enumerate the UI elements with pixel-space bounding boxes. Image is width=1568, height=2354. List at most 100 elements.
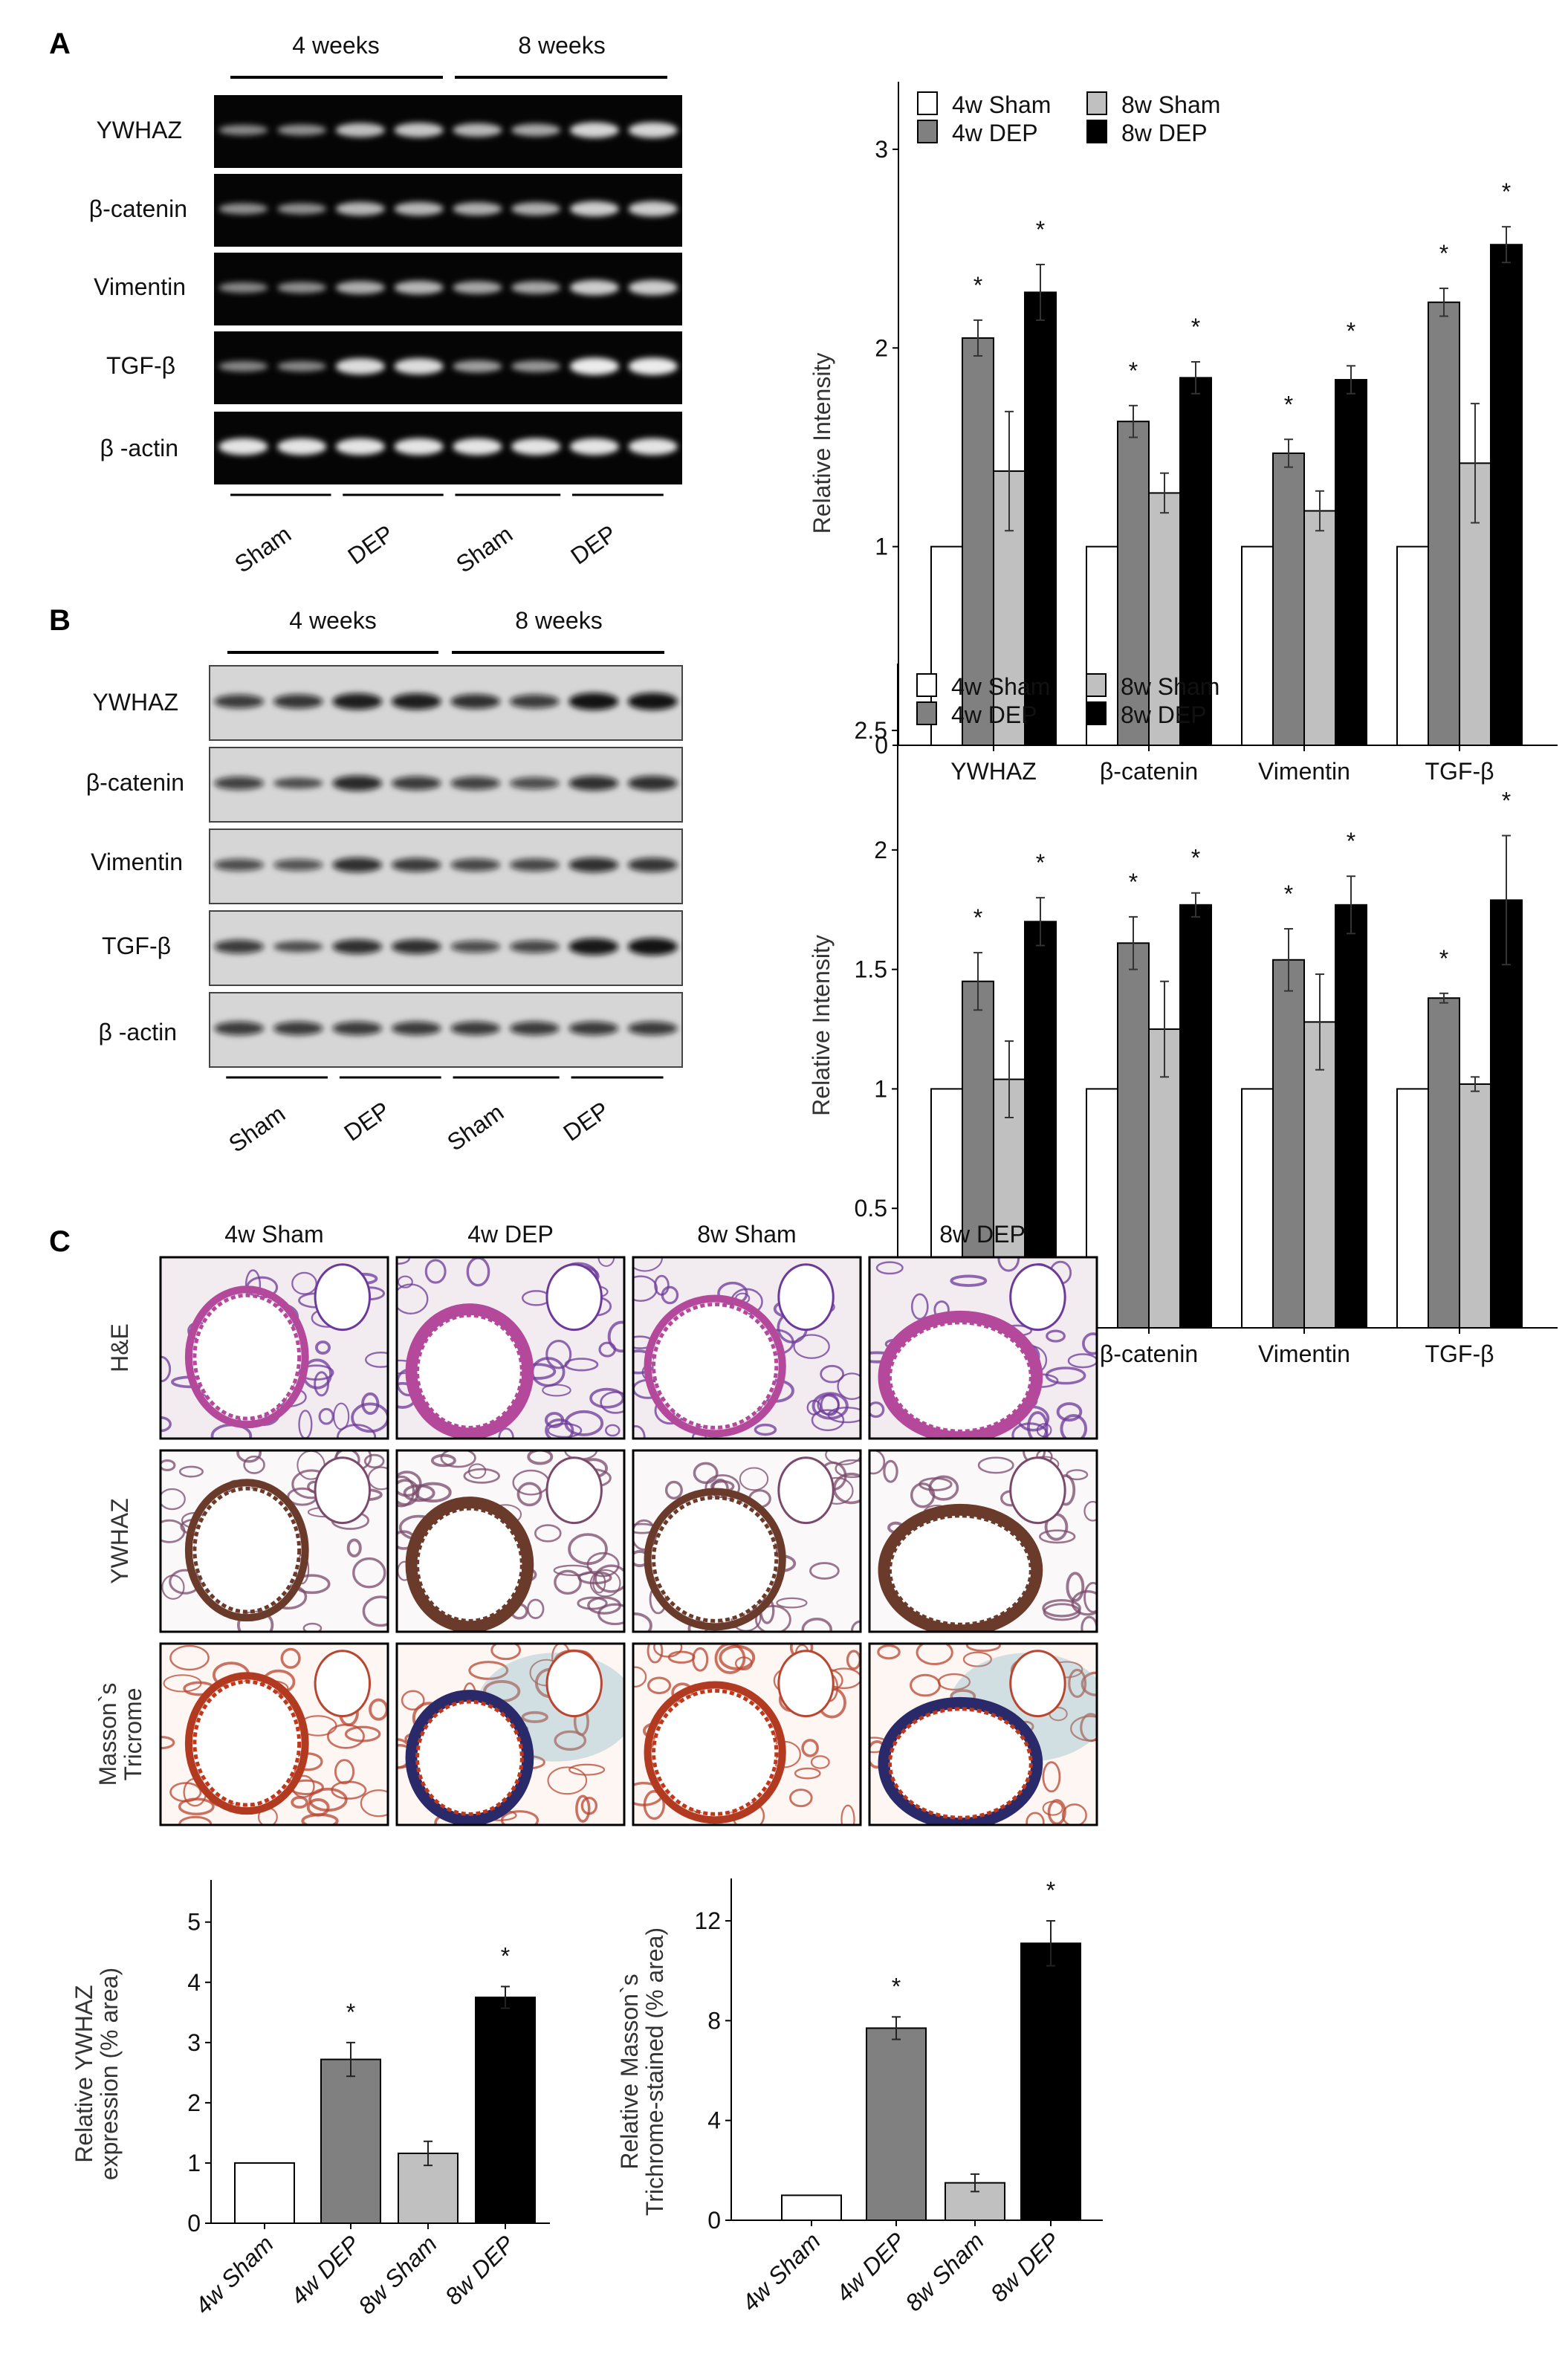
- x-tick-label: 4w Sham: [736, 2227, 826, 2316]
- gel-band: [391, 776, 441, 791]
- alveolus: [633, 1666, 647, 1687]
- airway-lumen: [192, 1486, 302, 1614]
- bar: [1335, 379, 1367, 746]
- histology-frame: [868, 1449, 1098, 1633]
- y-tick-label: 1.5: [855, 956, 887, 983]
- gel-band: [568, 776, 619, 791]
- histology-frame: [632, 1256, 862, 1440]
- vessel: [1009, 1263, 1066, 1332]
- gel-band: [453, 123, 502, 137]
- airway-lumen: [888, 1320, 1033, 1433]
- alveolus: [545, 1339, 572, 1369]
- gel-band: [450, 694, 501, 709]
- alveolus: [776, 1597, 808, 1609]
- gel-band: [453, 202, 502, 215]
- significance-marker: *: [1439, 945, 1448, 972]
- alveolus: [810, 1755, 830, 1769]
- alveolus: [161, 1459, 176, 1471]
- gel-band: [273, 777, 323, 789]
- histology-row-label: YWHAZ: [106, 1498, 133, 1584]
- bar: [1241, 1088, 1274, 1329]
- alveolus: [547, 1422, 583, 1439]
- gel-band: [335, 438, 385, 455]
- histology-frame: [868, 1256, 1098, 1440]
- airway-lumen: [415, 1699, 524, 1816]
- vessel: [777, 1650, 835, 1718]
- alveolus: [877, 1644, 901, 1660]
- alveolus: [1047, 1799, 1066, 1825]
- y-axis-label: Relative Intensity: [808, 935, 835, 1116]
- alveolus: [351, 1402, 388, 1433]
- gel-band: [509, 694, 560, 709]
- alveolus: [789, 1789, 813, 1808]
- y-axis-label: Relative YWHAZ: [71, 1985, 97, 2162]
- alveolus: [840, 1804, 855, 1825]
- gel-a-row-label: β-catenin: [89, 195, 187, 222]
- alveolus: [169, 1782, 202, 1803]
- significance-marker: *: [501, 1942, 510, 1969]
- alveolus: [825, 1450, 861, 1465]
- airway-wall: [184, 1479, 309, 1622]
- x-tick-label: 8w Sham: [900, 2227, 989, 2316]
- alveolus: [647, 1644, 664, 1664]
- bar: [1459, 1083, 1491, 1329]
- significance-marker: *: [1036, 216, 1045, 243]
- alveolus: [526, 1598, 545, 1619]
- vessel: [1009, 1650, 1066, 1718]
- y-tick-label: 0.5: [855, 1195, 887, 1222]
- alveolus: [1080, 1713, 1097, 1742]
- gel-band: [628, 438, 678, 455]
- alveolus: [575, 1794, 591, 1823]
- y-tick-label: 2: [187, 2089, 201, 2116]
- y-tick-label: 1: [187, 2150, 201, 2176]
- alveolus: [302, 1622, 323, 1632]
- significance-marker: *: [1439, 240, 1448, 267]
- histology-frame: [159, 1256, 389, 1440]
- alveolus: [869, 1401, 885, 1418]
- alveolus: [739, 1467, 769, 1491]
- gel-band: [335, 123, 385, 137]
- alveolus: [534, 1524, 562, 1543]
- alveolus: [1082, 1332, 1097, 1355]
- gel-band: [509, 776, 560, 790]
- bar: [1272, 959, 1305, 1329]
- gel-band: [453, 438, 502, 455]
- alveolus: [547, 1766, 588, 1795]
- gel-b-group-label: Sham: [224, 1100, 290, 1157]
- alveolus: [928, 1475, 959, 1501]
- y-tick-label: 0: [187, 2210, 201, 2237]
- bar: [1303, 510, 1336, 746]
- bar: [1428, 301, 1460, 746]
- gel-band: [453, 360, 502, 373]
- alveolus: [169, 1569, 201, 1595]
- legend-swatch: [917, 91, 938, 115]
- vessel: [545, 1650, 603, 1718]
- alveolus: [430, 1453, 456, 1468]
- significance-marker: *: [1502, 178, 1511, 205]
- alveolus: [468, 1661, 509, 1680]
- gel-band: [627, 776, 678, 791]
- airway-wall: [405, 1690, 534, 1825]
- alveolus: [811, 1409, 845, 1432]
- histology-image: [161, 1450, 388, 1632]
- legend-label: 8w DEP: [1121, 701, 1207, 728]
- gel-band: [273, 859, 323, 871]
- alveolus: [577, 1571, 612, 1585]
- alveolus: [236, 1450, 262, 1463]
- histology-frame: [395, 1449, 626, 1633]
- bar: [1490, 899, 1523, 1329]
- alveolus: [1042, 1598, 1081, 1618]
- y-tick-label: 0: [875, 732, 888, 759]
- airway-wall: [644, 1681, 786, 1824]
- x-tick-label: TGF-β: [1425, 758, 1494, 785]
- alveolus: [664, 1480, 683, 1499]
- histology-row-label: Tricrome: [120, 1687, 146, 1780]
- alveolus: [633, 1612, 652, 1632]
- histology-frame: [159, 1642, 389, 1826]
- significance-marker: *: [1502, 788, 1511, 814]
- alveolus: [490, 1644, 522, 1661]
- bar: [1396, 545, 1429, 746]
- gel-a-group-label: DEP: [343, 519, 398, 569]
- significance-marker: *: [1036, 849, 1045, 876]
